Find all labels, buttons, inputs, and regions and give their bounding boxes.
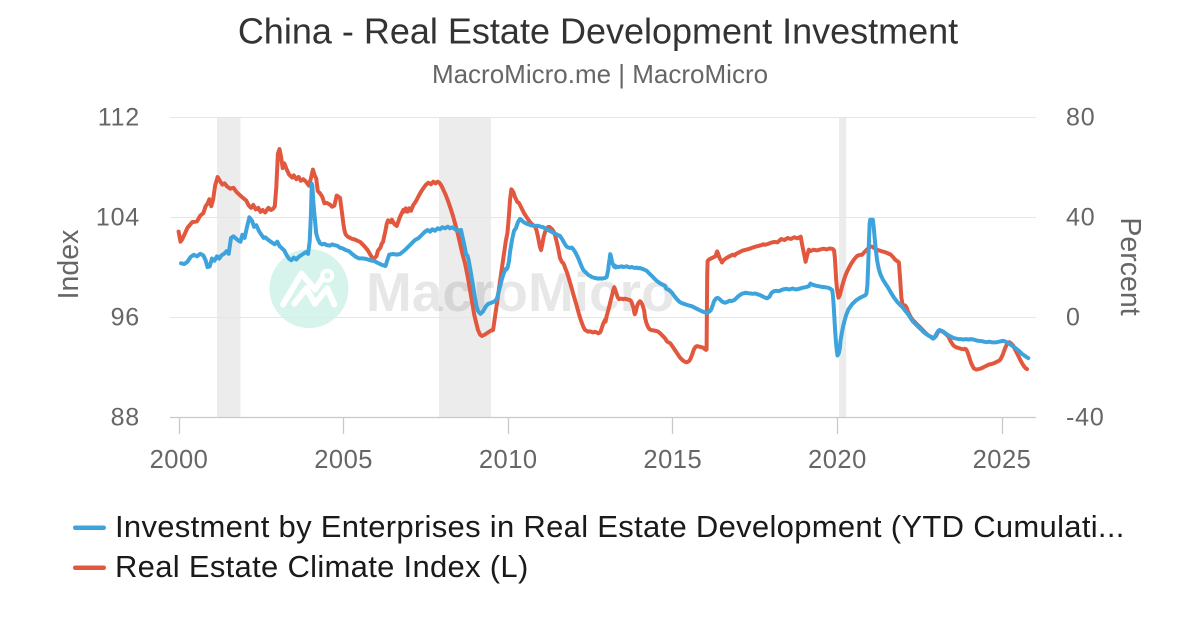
svg-text:Real Estate Climate Index (L): Real Estate Climate Index (L): [115, 549, 529, 584]
svg-text:2020: 2020: [808, 446, 867, 474]
svg-text:-40: -40: [1066, 404, 1105, 432]
svg-text:2010: 2010: [479, 446, 538, 474]
svg-text:104: 104: [96, 204, 140, 232]
svg-text:2005: 2005: [314, 446, 373, 474]
svg-text:Percent: Percent: [1114, 217, 1146, 315]
svg-text:MacroMicro: MacroMicro: [366, 261, 675, 323]
svg-text:China - Real Estate Developmen: China - Real Estate Development Investme…: [238, 11, 958, 52]
svg-text:MacroMicro.me | MacroMicro: MacroMicro.me | MacroMicro: [432, 59, 768, 89]
svg-text:Investment by Enterprises in R: Investment by Enterprises in Real Estate…: [115, 509, 1125, 544]
svg-text:88: 88: [111, 404, 140, 432]
svg-text:2025: 2025: [973, 446, 1032, 474]
svg-text:Index: Index: [53, 230, 85, 300]
svg-text:40: 40: [1066, 204, 1095, 232]
svg-text:0: 0: [1066, 304, 1081, 332]
svg-text:2015: 2015: [643, 446, 702, 474]
svg-text:96: 96: [111, 304, 140, 332]
svg-text:80: 80: [1066, 104, 1095, 132]
svg-text:112: 112: [98, 104, 140, 132]
svg-text:2000: 2000: [150, 446, 209, 474]
